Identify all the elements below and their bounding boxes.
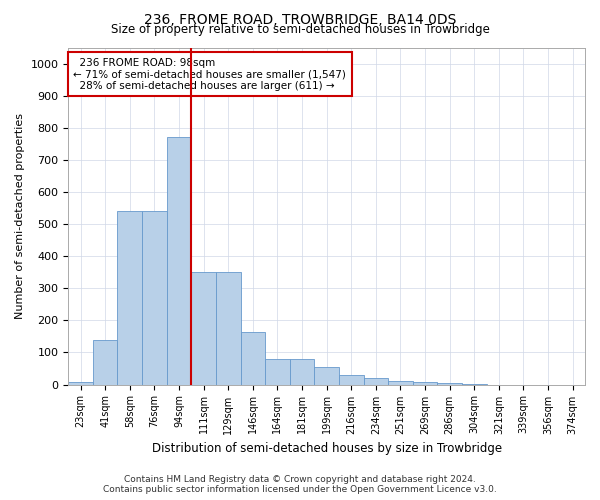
Bar	[290, 359, 314, 384]
Y-axis label: Number of semi-detached properties: Number of semi-detached properties	[15, 113, 25, 319]
Bar	[167, 138, 191, 384]
Bar	[191, 272, 216, 384]
Bar	[265, 359, 290, 384]
Bar	[118, 211, 142, 384]
Text: Contains HM Land Registry data © Crown copyright and database right 2024.
Contai: Contains HM Land Registry data © Crown c…	[103, 474, 497, 494]
Bar	[388, 382, 413, 384]
Bar	[314, 367, 339, 384]
X-axis label: Distribution of semi-detached houses by size in Trowbridge: Distribution of semi-detached houses by …	[152, 442, 502, 455]
Bar	[142, 211, 167, 384]
Bar	[68, 382, 93, 384]
Bar	[93, 340, 118, 384]
Bar	[216, 272, 241, 384]
Text: 236 FROME ROAD: 98sqm
← 71% of semi-detached houses are smaller (1,547)
  28% of: 236 FROME ROAD: 98sqm ← 71% of semi-deta…	[73, 58, 346, 91]
Bar	[339, 375, 364, 384]
Bar	[364, 378, 388, 384]
Bar	[413, 382, 437, 384]
Bar	[437, 383, 462, 384]
Text: 236, FROME ROAD, TROWBRIDGE, BA14 0DS: 236, FROME ROAD, TROWBRIDGE, BA14 0DS	[144, 12, 456, 26]
Bar	[241, 332, 265, 384]
Text: Size of property relative to semi-detached houses in Trowbridge: Size of property relative to semi-detach…	[110, 22, 490, 36]
